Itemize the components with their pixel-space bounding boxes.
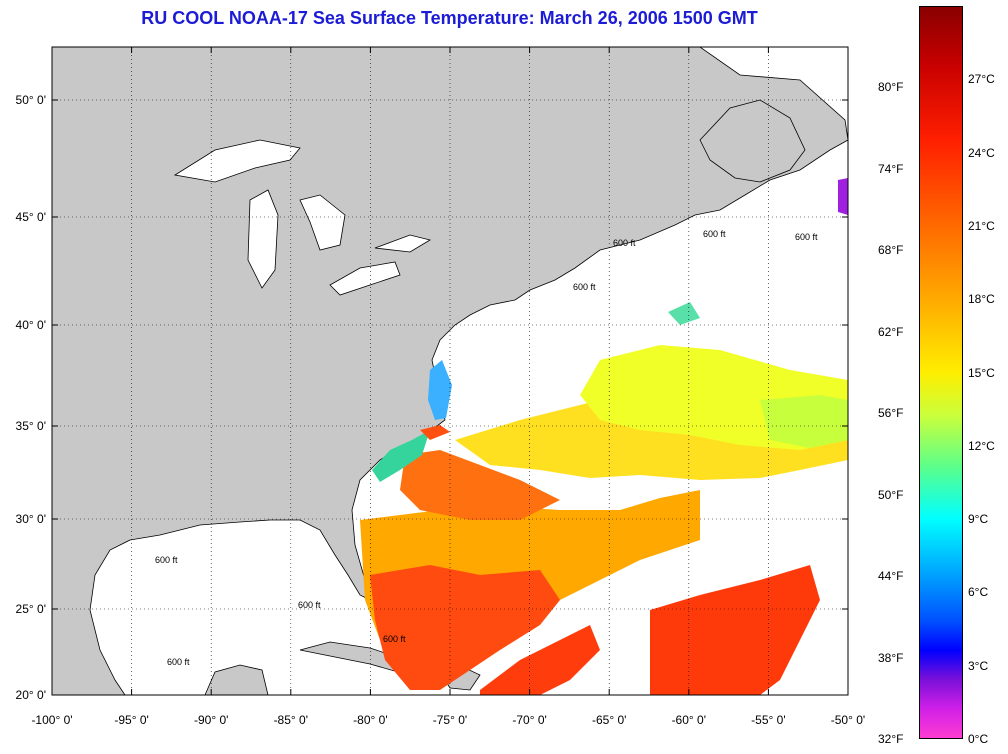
longitude-tick-label: -100° 0' (31, 713, 72, 727)
latitude-tick-label: 20° 0' (16, 688, 46, 702)
graticule-grid (52, 47, 848, 695)
fahrenheit-label: 50°F (878, 487, 904, 502)
longitude-tick-label: -95° 0' (114, 713, 148, 727)
latitude-tick-label: 40° 0' (16, 318, 46, 332)
celsius-label: 3°C (968, 658, 989, 673)
fahrenheit-label: 32°F (878, 732, 904, 746)
fahrenheit-label: 62°F (878, 324, 904, 339)
contour-label: 600 ft (167, 657, 190, 667)
contour-label: 600 ft (298, 600, 321, 610)
contour-label: 600 ft (573, 282, 596, 292)
contour-label: 600 ft (155, 555, 178, 565)
fahrenheit-label: 80°F (878, 80, 904, 95)
celsius-label: 27°C (968, 72, 995, 87)
contour-label: 600 ft (383, 634, 406, 644)
frame-ticks (51, 47, 849, 696)
celsius-label: 21°C (968, 218, 995, 233)
longitude-tick-label: -80° 0' (353, 713, 387, 727)
longitude-tick-label: -60° 0' (672, 713, 706, 727)
longitude-tick-label: -65° 0' (592, 713, 626, 727)
celsius-label: 18°C (968, 292, 995, 307)
longitude-tick-label: -85° 0' (274, 713, 308, 727)
celsius-label: 15°C (968, 365, 995, 380)
longitude-tick-label: -90° 0' (194, 713, 228, 727)
contour-label: 600 ft (703, 229, 726, 239)
fahrenheit-label: 74°F (878, 161, 904, 176)
great-lakes (173, 139, 432, 296)
latitude-axis: 50° 0' 45° 0' 40° 0' 35° 0' 30° 0' 25° 0' 20° … (16, 93, 46, 702)
temperature-colorbar (919, 6, 963, 739)
map-title: RU COOL NOAA-17 Sea Surface Temperature:… (141, 8, 758, 28)
latitude-tick-label: 45° 0' (16, 210, 46, 224)
latitude-tick-label: 25° 0' (16, 602, 46, 616)
celsius-label: 0°C (968, 732, 989, 746)
longitude-tick-label: -70° 0' (512, 713, 546, 727)
celsius-label: 9°C (968, 512, 989, 527)
fahrenheit-label: 68°F (878, 243, 904, 258)
contour-label: 600 ft (795, 232, 818, 242)
fahrenheit-label: 44°F (878, 569, 904, 584)
longitude-tick-label: -55° 0' (751, 713, 785, 727)
longitude-tick-label: -50° 0' (831, 713, 865, 727)
longitude-tick-label: -75° 0' (433, 713, 467, 727)
latitude-tick-label: 30° 0' (16, 512, 46, 526)
celsius-label: 6°C (968, 585, 989, 600)
celsius-label: 12°C (968, 438, 995, 453)
depth-contour-labels: 600 ft 600 ft 600 ft 600 ft 600 ft 600 f… (155, 229, 818, 667)
contour-label: 600 ft (613, 238, 636, 248)
celsius-label: 24°C (968, 145, 995, 160)
sst-data-layer (360, 178, 848, 695)
fahrenheit-label: 38°F (878, 650, 904, 665)
longitude-axis: -100° 0' -95° 0' -90° 0' -85° 0' -80° 0' -75°… (31, 713, 865, 727)
latitude-tick-label: 50° 0' (16, 93, 46, 107)
latitude-tick-label: 35° 0' (16, 419, 46, 433)
fahrenheit-label: 56°F (878, 406, 904, 421)
